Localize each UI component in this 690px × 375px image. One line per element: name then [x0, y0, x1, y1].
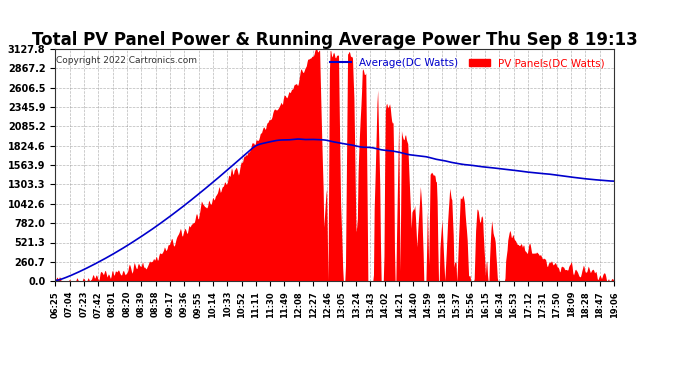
Title: Total PV Panel Power & Running Average Power Thu Sep 8 19:13: Total PV Panel Power & Running Average P… [32, 31, 638, 49]
Text: Copyright 2022 Cartronics.com: Copyright 2022 Cartronics.com [56, 56, 197, 65]
Legend: Average(DC Watts), PV Panels(DC Watts): Average(DC Watts), PV Panels(DC Watts) [326, 54, 609, 72]
